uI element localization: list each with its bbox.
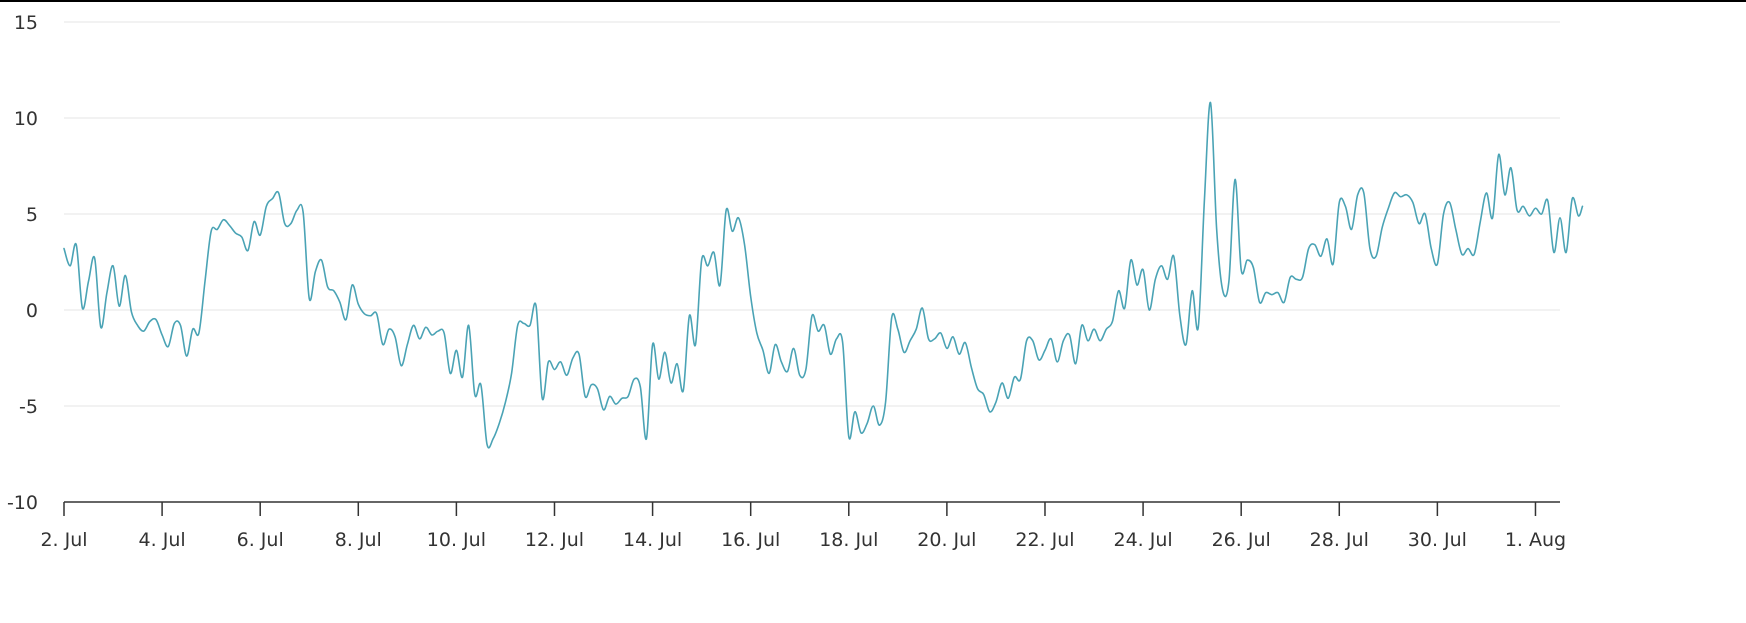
x-tick-label-15: 1. Aug [1505, 529, 1566, 551]
y-tick-label-2: 0 [26, 300, 38, 322]
x-tick-label-13: 28. Jul [1310, 529, 1369, 551]
x-tick-label-5: 12. Jul [525, 529, 584, 551]
y-tick-label-5: 15 [14, 12, 38, 34]
x-tick-label-11: 24. Jul [1113, 529, 1172, 551]
y-tick-label-4: 10 [14, 108, 38, 130]
y-axis-labels: -10 -5 0 5 10 15 [7, 12, 38, 514]
x-tick-label-7: 16. Jul [721, 529, 780, 551]
x-axis-ticks: 2. Jul 4. Jul 6. Jul 8. Jul 10. Jul 12. Jul 14… [40, 502, 1566, 551]
series-group [63, 101, 1584, 449]
series-line-0 [63, 101, 1584, 449]
y-tick-label-3: 5 [26, 204, 38, 226]
x-tick-label-2: 6. Jul [237, 529, 284, 551]
x-tick-label-10: 22. Jul [1015, 529, 1074, 551]
x-tick-label-4: 10. Jul [427, 529, 486, 551]
x-tick-label-3: 8. Jul [335, 529, 382, 551]
x-tick-label-9: 20. Jul [917, 529, 976, 551]
x-tick-label-1: 4. Jul [139, 529, 186, 551]
y-grid [64, 21, 1560, 407]
x-tick-label-8: 18. Jul [819, 529, 878, 551]
x-tick-label-14: 30. Jul [1408, 529, 1467, 551]
x-tick-label-0: 2. Jul [40, 529, 87, 551]
y-tick-label-0: -10 [7, 492, 38, 514]
y-tick-label-1: -5 [19, 396, 38, 418]
x-tick-label-12: 26. Jul [1212, 529, 1271, 551]
x-tick-label-6: 14. Jul [623, 529, 682, 551]
